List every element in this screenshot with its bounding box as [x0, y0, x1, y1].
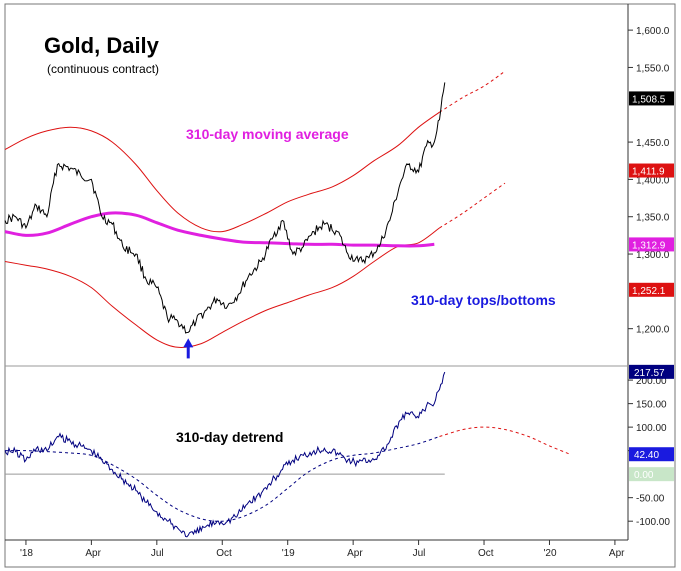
- detrend-y-tick-label: 200.00: [636, 376, 667, 387]
- price-y-tick-label: 1,400.0: [636, 175, 670, 186]
- lower-envelope-badge: [629, 282, 674, 297]
- chart-subtitle: (continuous contract): [47, 62, 159, 76]
- moving-average-badge-label: 1,312.9: [632, 240, 666, 251]
- lower-envelope-badge-label: 1,252.1: [632, 286, 666, 297]
- last-detrend-badge-label: 217.57: [634, 368, 665, 379]
- x-tick-label: Jul: [151, 548, 164, 559]
- upper-envelope-badge-label: 1,411.9: [632, 167, 665, 178]
- price-y-tick-label: 1,300.0: [636, 250, 670, 261]
- price-y-tick-label: 1,600.0: [636, 26, 670, 37]
- x-tick-label: '20: [543, 548, 556, 559]
- lower-envelope-line: [4, 227, 440, 348]
- price-y-tick-label: 1,350.0: [636, 213, 670, 224]
- annotation-detrend: 310-day detrend: [176, 429, 283, 445]
- upper-envelope-projection: [439, 70, 506, 113]
- x-tick-label: '19: [282, 548, 295, 559]
- moving-average-line: [4, 211, 435, 248]
- detrend-cycle-projection: [439, 426, 571, 455]
- zero-line-badge: [629, 467, 674, 482]
- x-tick-label: Apr: [609, 548, 625, 559]
- x-tick-label: Apr: [85, 548, 101, 559]
- upper-envelope-line: [4, 111, 440, 233]
- moving-average-badge: [629, 237, 674, 252]
- detrend-y-tick-label: 100.00: [636, 423, 667, 434]
- detrend-cycle-line: [4, 436, 440, 522]
- lower-envelope-projection: [439, 182, 506, 229]
- last-detrend-badge: [629, 364, 674, 379]
- annotation-moving-average: 310-day moving average: [186, 126, 349, 142]
- price-y-tick-label: 1,550.0: [636, 63, 670, 74]
- x-tick-label: Apr: [347, 548, 363, 559]
- detrend-cycle-badge-label: 42.40: [634, 450, 659, 461]
- annotation-tops-bottoms: 310-day tops/bottoms: [411, 292, 556, 308]
- price-y-tick-label: 1,200.0: [636, 325, 670, 336]
- last-price-badge-label: 1,508.5: [632, 94, 666, 105]
- last-price-badge: [629, 91, 674, 106]
- zero-line-badge-label: 0.00: [634, 470, 654, 481]
- chart-frame: [4, 3, 676, 568]
- x-tick-label: Oct: [478, 548, 494, 559]
- detrend-y-tick-label: 150.00: [636, 400, 667, 411]
- detrend-line: [4, 371, 446, 538]
- chart-title: Gold, Daily: [44, 33, 160, 58]
- x-tick-label: Oct: [216, 548, 232, 559]
- detrend-cycle-badge: [629, 447, 674, 462]
- price-line: [4, 82, 446, 334]
- price-y-tick-label: 1,450.0: [636, 138, 670, 149]
- detrend-y-tick-label: -50.00: [636, 494, 665, 505]
- detrend-y-tick-label: -100.00: [636, 517, 670, 528]
- x-tick-label: Jul: [413, 548, 426, 559]
- bottom-up-arrow-icon: [183, 338, 194, 348]
- upper-envelope-badge: [629, 163, 674, 178]
- x-tick-label: '18: [20, 548, 33, 559]
